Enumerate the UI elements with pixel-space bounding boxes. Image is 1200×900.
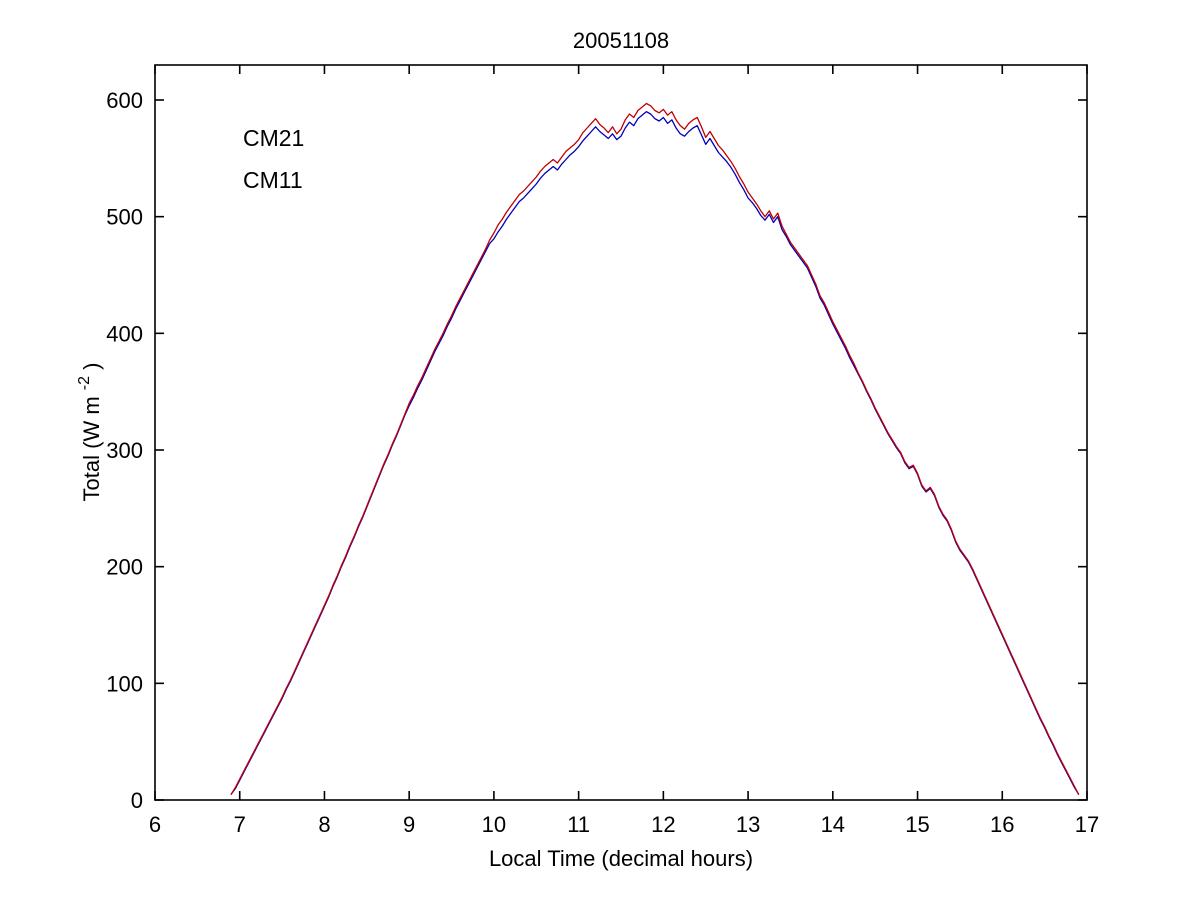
x-tick-label: 6 — [149, 812, 161, 837]
y-tick-label: 100 — [106, 671, 143, 696]
x-axis-label: Local Time (decimal hours) — [489, 846, 753, 871]
series-line-cm11 — [230, 102, 1080, 795]
data-series-layer — [230, 102, 1080, 795]
x-tick-label: 16 — [990, 812, 1014, 837]
y-tick-label: 400 — [106, 321, 143, 346]
y-axis-label: Total (W m -2 ) — [69, 363, 104, 502]
y-tick-label: 500 — [106, 205, 143, 230]
y-axis-label-main: Total (W m — [79, 396, 104, 501]
x-tick-label: 15 — [905, 812, 929, 837]
x-tick-label: 13 — [736, 812, 760, 837]
y-axis-label-close: ) — [79, 363, 104, 370]
y-tick-label: 300 — [106, 438, 143, 463]
x-tick-label: 8 — [318, 812, 330, 837]
x-tick-label: 17 — [1075, 812, 1099, 837]
y-axis-label-exponent: -2 — [76, 376, 93, 390]
legend-label-cm11: CM11 — [243, 167, 303, 193]
axes-layer: 6 7 8 9 10 11 12 13 14 15 16 17 0 100 200 300 400 500 600 — [106, 64, 1099, 837]
y-tick-label: 200 — [106, 555, 143, 580]
chart-title: 20051108 — [573, 28, 669, 53]
x-tick-label: 9 — [403, 812, 415, 837]
x-tick-label: 11 — [567, 812, 590, 837]
legend-label-cm21: CM21 — [243, 125, 304, 151]
x-tick-label: 14 — [821, 812, 845, 837]
x-tick-label: 7 — [234, 812, 246, 837]
x-tick-label: 12 — [651, 812, 675, 837]
x-tick-label: 10 — [482, 812, 506, 837]
y-tick-label: 0 — [131, 788, 143, 813]
plot-box — [154, 64, 1088, 801]
y-tick-label: 600 — [106, 88, 143, 113]
series-line-cm21 — [230, 111, 1080, 795]
